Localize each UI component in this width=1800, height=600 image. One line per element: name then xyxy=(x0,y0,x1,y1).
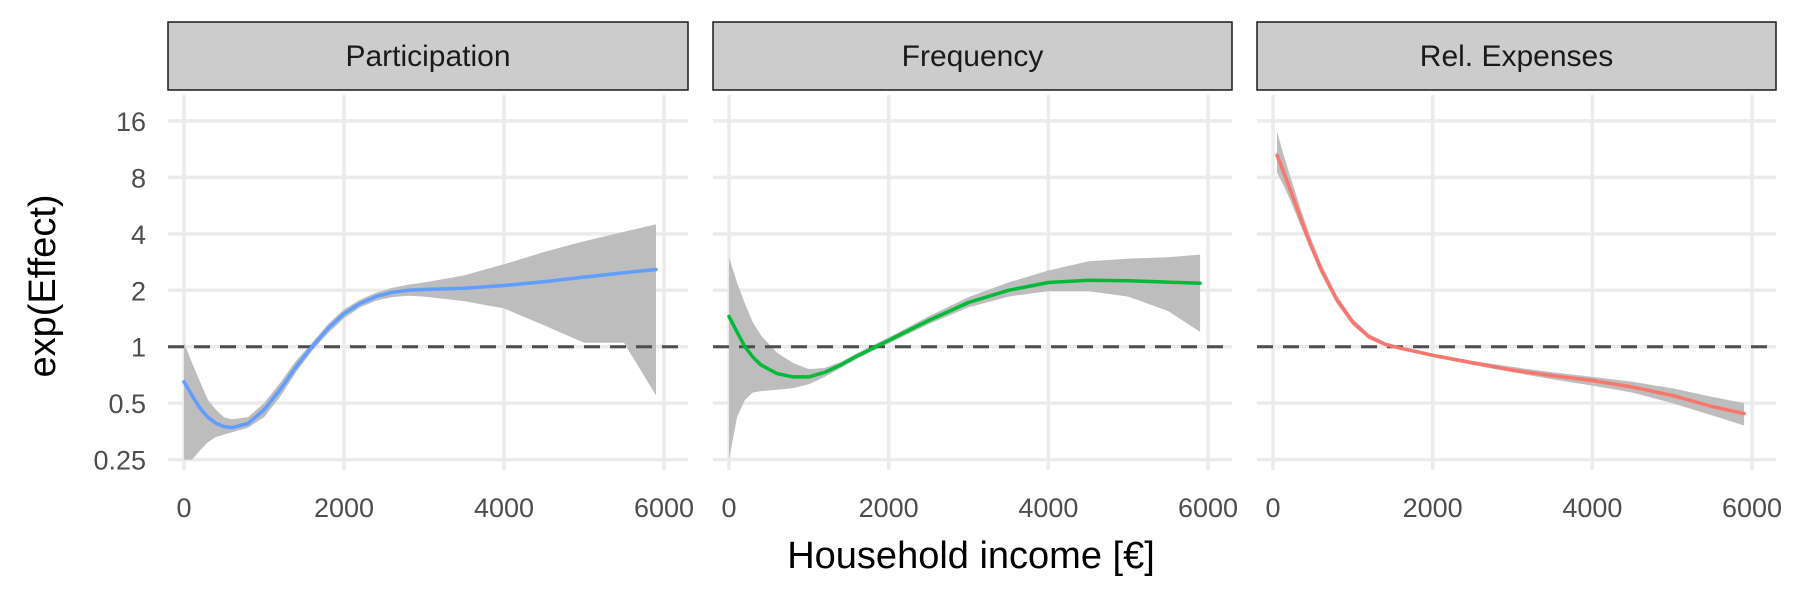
x-tick-label: 0 xyxy=(1265,493,1280,523)
confidence-band xyxy=(184,224,656,459)
x-axis: 0 2000 4000 6000 xyxy=(1265,493,1782,523)
x-tick-label: 4000 xyxy=(1018,493,1078,523)
panel-2: Frequency 0 2000 4000 6000 xyxy=(713,22,1238,523)
x-axis-title: Household income [€] xyxy=(787,535,1155,577)
x-tick-label: 2000 xyxy=(314,493,374,523)
panel-1: Participation 0 2000 4000 6000 xyxy=(168,22,694,523)
x-tick-label: 0 xyxy=(721,493,736,523)
y-axis: 0.25 0.5 1 2 4 8 16 xyxy=(93,107,146,476)
x-tick-label: 6000 xyxy=(1722,493,1782,523)
x-tick-label: 6000 xyxy=(1178,493,1238,523)
gridlines xyxy=(1257,95,1776,470)
confidence-band xyxy=(729,255,1200,460)
x-tick-label: 6000 xyxy=(634,493,694,523)
y-tick-label: 8 xyxy=(131,163,146,193)
x-tick-label: 2000 xyxy=(1403,493,1463,523)
y-tick-label: 4 xyxy=(131,220,146,250)
x-tick-label: 4000 xyxy=(474,493,534,523)
y-tick-label: 16 xyxy=(116,107,146,137)
panel-3: Rel. Expenses 0 2000 4000 6000 xyxy=(1257,22,1782,523)
y-tick-label: 1 xyxy=(131,333,146,363)
y-tick-label: 2 xyxy=(131,276,146,306)
y-tick-label: 0.25 xyxy=(93,446,146,476)
x-tick-label: 2000 xyxy=(859,493,919,523)
x-axis: 0 2000 4000 6000 xyxy=(176,493,694,523)
x-tick-label: 4000 xyxy=(1562,493,1622,523)
y-axis-title: exp(Effect) xyxy=(22,194,64,377)
effect-line xyxy=(1277,155,1744,413)
panel-title: Rel. Expenses xyxy=(1420,40,1613,73)
x-axis: 0 2000 4000 6000 xyxy=(721,493,1238,523)
panel-title: Frequency xyxy=(902,40,1044,73)
y-tick-label: 0.5 xyxy=(108,389,146,419)
x-tick-label: 0 xyxy=(176,493,191,523)
panel-title: Participation xyxy=(345,40,510,73)
